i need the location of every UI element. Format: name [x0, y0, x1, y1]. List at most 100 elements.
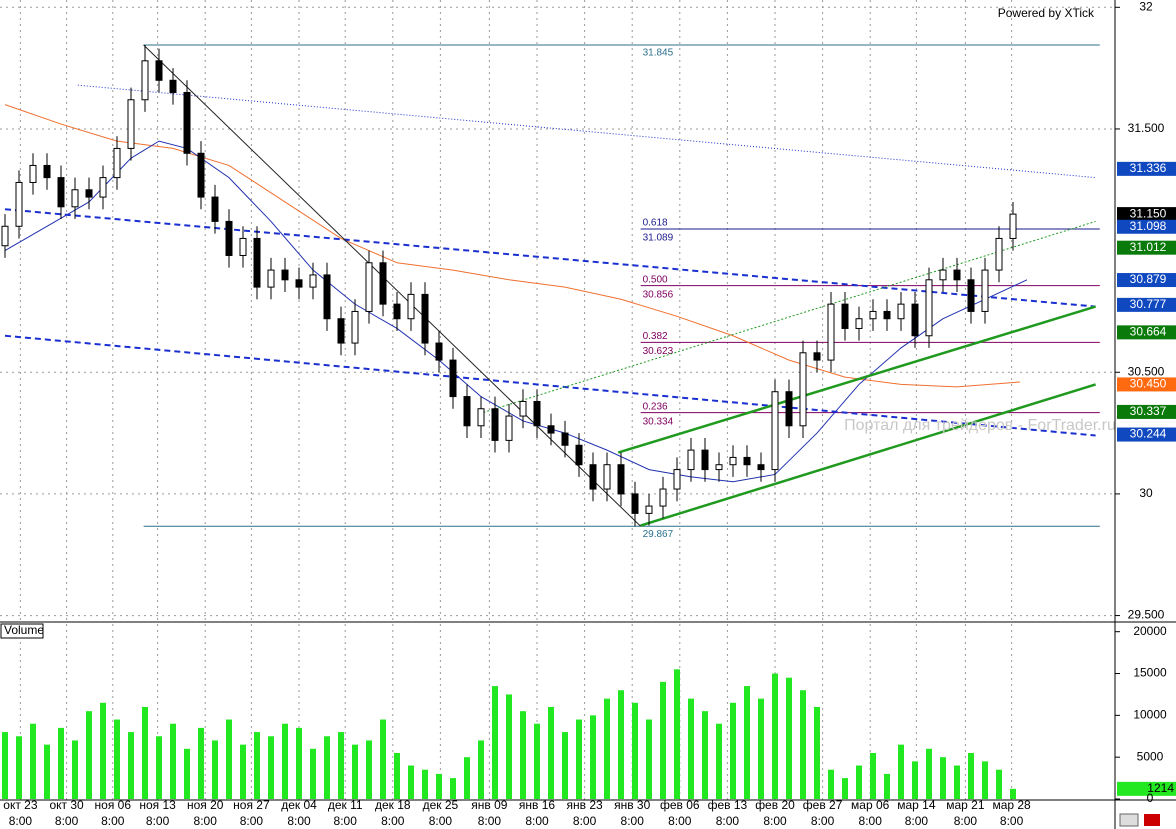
candle-body — [57, 177, 65, 208]
candle-body — [645, 505, 653, 514]
volume-bar — [590, 715, 596, 799]
x-tick-sublabel: 8:00 — [55, 814, 79, 828]
candle-body — [323, 274, 331, 320]
volume-bar — [814, 706, 820, 799]
candle-body — [15, 181, 23, 227]
volume-bar — [660, 681, 666, 799]
x-tick-sublabel: 8:00 — [859, 814, 883, 828]
candle-body — [1009, 213, 1017, 239]
candle-body — [575, 444, 583, 466]
x-tick-sublabel: 8:00 — [101, 814, 125, 828]
x-tick-sublabel: 8:00 — [334, 814, 358, 828]
volume-bar — [282, 723, 288, 799]
x-tick-label: дек 18 — [375, 798, 411, 812]
volume-bar — [674, 669, 680, 799]
candle-body — [519, 400, 527, 417]
x-tick-sublabel: 8:00 — [621, 814, 645, 828]
volume-bar — [156, 736, 162, 799]
candle-body — [729, 456, 737, 466]
x-tick-label: мар 28 — [992, 798, 1031, 812]
watermark: Портал для трейдеров - ForTrader.ru — [844, 417, 1116, 434]
volume-bar — [618, 690, 624, 799]
scroll-button[interactable] — [1119, 813, 1139, 827]
y-tick-label: 10000 — [1133, 708, 1167, 722]
x-tick-label: фев 06 — [660, 798, 700, 812]
volume-bar — [954, 765, 960, 799]
x-tick-label: ноя 13 — [139, 798, 176, 812]
y-tick-label: 30 — [1139, 486, 1153, 500]
volume-bar — [2, 732, 8, 799]
candle-body — [687, 449, 695, 471]
x-tick-label: дек 11 — [328, 798, 363, 812]
price-tag — [1117, 427, 1176, 442]
candle-body — [981, 269, 989, 312]
y-tick-label: 5000 — [1137, 749, 1164, 763]
candle-body — [491, 408, 499, 441]
overlay-line — [143, 44, 641, 527]
y-tick-label: 32 — [1139, 0, 1153, 13]
volume-bar — [926, 748, 932, 799]
volume-bar — [436, 773, 442, 799]
candle-body — [407, 293, 415, 320]
y-tick-label: 20000 — [1133, 624, 1167, 638]
x-tick-sublabel: 8:00 — [287, 814, 311, 828]
candle-body — [309, 274, 317, 288]
fib-price-label: 29.867 — [643, 529, 674, 540]
volume-bar — [30, 723, 36, 799]
overlays: 31.845 0.618 31.089 0.500 30.856 0.382 30.623 0… — [4, 44, 1100, 540]
volume-bar — [72, 740, 78, 799]
volume-bar — [296, 727, 302, 799]
x-tick-label: мар 06 — [851, 798, 890, 812]
volume-bar — [996, 769, 1002, 799]
volume-bar — [324, 736, 330, 799]
x-tick-label: ноя 20 — [187, 798, 224, 812]
price-tag — [1117, 297, 1176, 312]
volume-bar — [982, 761, 988, 799]
x-tick-label: ноя 06 — [95, 798, 132, 812]
grid — [0, 0, 1115, 800]
volume-bar — [478, 740, 484, 799]
volume-tag-label: 1214 — [1147, 781, 1174, 795]
volume-bar — [492, 686, 498, 799]
price-tag-label: 30.244 — [1130, 427, 1167, 441]
overlay-line — [479, 220, 1096, 415]
candle-body — [85, 189, 93, 198]
fib-price-label: 31.089 — [643, 233, 674, 244]
volume-tag — [1117, 781, 1176, 796]
overlay-line — [4, 208, 1096, 308]
candle-body — [113, 147, 121, 179]
close-button[interactable] — [1144, 814, 1160, 826]
candle-body — [967, 279, 975, 312]
volume-bar — [394, 752, 400, 799]
candle-body — [617, 464, 625, 495]
price-tag — [1117, 273, 1176, 288]
volume-bar — [772, 673, 778, 799]
x-tick-sublabel: 8:00 — [1000, 814, 1024, 828]
volume-title: Volume — [4, 623, 44, 637]
candle-body — [701, 449, 709, 471]
x-tick-label: дек 04 — [281, 798, 317, 812]
x-tick-sublabel: 8:00 — [240, 814, 264, 828]
x-tick-label: мар 14 — [897, 798, 936, 812]
candle-body — [337, 318, 345, 344]
candle-body — [127, 99, 135, 149]
candles — [1, 45, 1017, 527]
candle-body — [281, 269, 289, 281]
volume-bar — [380, 719, 386, 799]
volume-bar — [702, 711, 708, 799]
candle-body — [841, 303, 849, 329]
candle-body — [505, 415, 513, 441]
volume-title-box — [0, 623, 44, 639]
candle-body — [421, 293, 429, 344]
volume-bar — [884, 773, 890, 799]
price-tag-label: 31.150 — [1130, 206, 1167, 220]
volume-bar — [604, 698, 610, 799]
volume-bar — [828, 769, 834, 799]
volume-bar — [338, 732, 344, 799]
volume-bar — [268, 736, 274, 799]
volume-bar — [940, 757, 946, 799]
volume-bar — [786, 677, 792, 799]
candle-body — [379, 262, 387, 305]
volume-bar — [86, 711, 92, 799]
